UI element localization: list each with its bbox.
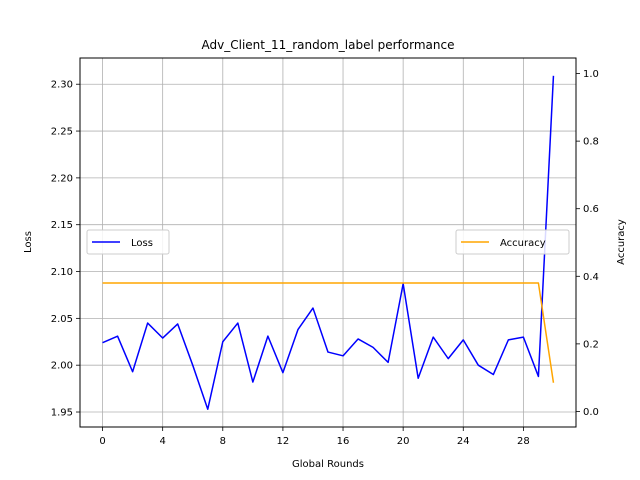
legend-accuracy: Accuracy	[455, 229, 570, 255]
x-tick-label: 8	[220, 436, 226, 447]
legend-accuracy-label: Accuracy	[500, 238, 546, 249]
y-right-tick-label: 0.2	[583, 339, 599, 350]
y-left-tick-label: 2.00	[51, 361, 73, 372]
y-right-tick-label: 0.6	[583, 204, 599, 215]
y-left-tick-label: 2.30	[51, 80, 73, 91]
y-left-tick-label: 2.05	[51, 314, 73, 325]
legend-loss-label: Loss	[131, 238, 153, 249]
x-axis-ticks: 0 4 8 12 16 20 24 28	[99, 427, 530, 447]
x-tick-label: 16	[337, 436, 350, 447]
x-tick-label: 24	[457, 436, 470, 447]
loss-series-line	[102, 75, 555, 410]
y-right-tick-label: 0.0	[583, 407, 599, 418]
chart-title: Adv_Client_11_random_label performance	[202, 38, 455, 52]
x-tick-label: 28	[517, 436, 530, 447]
y-left-tick-label: 1.95	[51, 408, 73, 419]
grid	[80, 58, 576, 427]
y-left-tick-label: 2.25	[51, 127, 73, 138]
x-axis-label: Global Rounds	[292, 459, 364, 470]
y-right-axis-label: Accuracy	[616, 219, 627, 265]
legend-loss: Loss	[86, 229, 170, 255]
y-left-axis-ticks: 1.95 2.00 2.05 2.10 2.15 2.20 2.25 2.30	[51, 80, 80, 419]
y-left-axis-label: Loss	[23, 231, 34, 253]
x-tick-label: 20	[397, 436, 410, 447]
y-left-tick-label: 2.20	[51, 173, 73, 184]
y-left-tick-label: 2.15	[51, 220, 73, 231]
x-tick-label: 4	[159, 436, 165, 447]
legend-accuracy-box	[455, 229, 570, 255]
y-right-tick-label: 0.8	[583, 137, 599, 148]
plot-frame	[79, 57, 577, 428]
y-right-tick-label: 0.4	[583, 272, 599, 283]
plot-series	[102, 75, 555, 410]
y-right-axis-ticks: 0.0 0.2 0.4 0.6 0.8 1.0	[576, 69, 599, 418]
x-tick-label: 0	[99, 436, 105, 447]
x-tick-label: 12	[277, 436, 290, 447]
accuracy-series-line	[102, 282, 555, 383]
y-right-tick-label: 1.0	[583, 69, 599, 80]
legend-loss-box	[86, 229, 170, 255]
y-left-tick-label: 2.10	[51, 267, 73, 278]
